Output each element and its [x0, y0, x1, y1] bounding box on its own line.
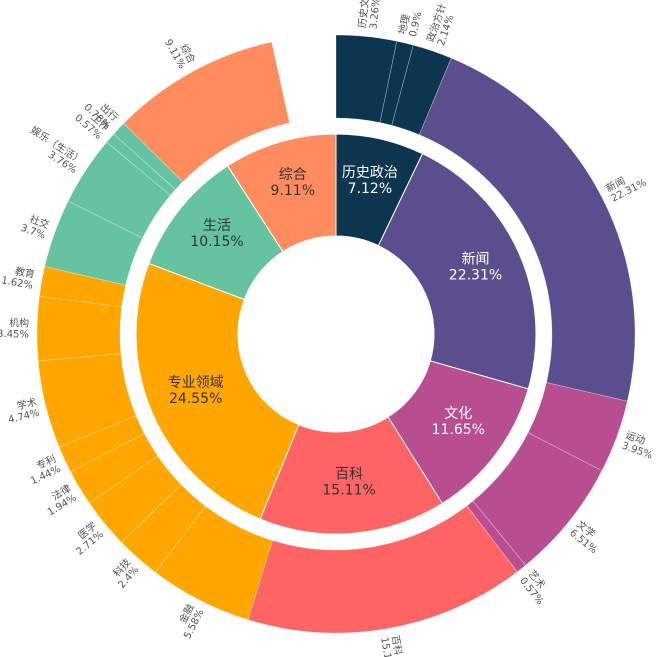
inner-slice-百科 — [259, 416, 444, 535]
inner-label-综合: 综合 9.11% — [271, 167, 315, 199]
outer-label-百科: 百科15.11% — [378, 634, 408, 657]
outer-label-运动: 运动3.95% — [620, 429, 658, 462]
inner-labels: 历史政治 7.12% 新闻 22.31% 文化 11.65% 百科 15.11% 专业领域 24.… — [168, 165, 502, 499]
outer-label-社交: 社交3.7% — [19, 211, 51, 242]
outer-label-医学: 医学2.71% — [66, 519, 106, 558]
inner-label-专业领域: 专业领域 24.55% — [168, 375, 224, 407]
outer-label-综合: 综合9.11% — [162, 31, 198, 70]
outer-label-新闻: 新闻22.31% — [604, 166, 649, 205]
outer-label-地理: 地理0.9% — [395, 8, 424, 38]
outer-label-学术: 学术4.74% — [4, 395, 41, 426]
inner-slice-专业领域 — [135, 262, 300, 520]
inner-slice-新闻 — [377, 153, 537, 390]
outer-slice-综合 — [123, 41, 290, 183]
outer-label-教育: 教育1.62% — [0, 262, 36, 291]
outer-label-艺术: 艺术0.57% — [517, 568, 555, 607]
inner-ring — [135, 133, 537, 535]
outer-label-机构: 机构3.45% — [0, 316, 29, 341]
inner-label-历史政治: 历史政治 7.12% — [342, 165, 398, 197]
outer-slice-新闻 — [418, 57, 636, 402]
outer-label-文学: 文学6.51% — [567, 518, 607, 557]
outer-label-历史文化: 历史文化3.26% — [355, 0, 383, 30]
outer-ring — [36, 34, 636, 634]
outer-slice-机构 — [36, 296, 123, 362]
outer-slice-学术 — [37, 353, 137, 448]
inner-label-文化: 文化 11.65% — [432, 406, 485, 438]
outer-label-金融: 金融5.58% — [171, 602, 207, 641]
outer-label-专利: 专利1.44% — [24, 452, 63, 487]
outer-label-法律: 法律1.94% — [39, 482, 79, 519]
outer-label-政治方针: 政治方针2.14% — [424, 2, 460, 48]
outer-slice-金融 — [154, 505, 273, 621]
inner-label-生活: 生活 10.15% — [190, 218, 243, 250]
outer-slice-百科 — [247, 505, 518, 634]
outer-label-娱乐-生活-: 娱乐（生活）3.76% — [22, 123, 85, 176]
inner-label-百科: 百科 15.11% — [322, 466, 375, 498]
outer-label-科技: 科技2.4% — [107, 556, 142, 591]
inner-slice-综合 — [226, 133, 337, 253]
inner-label-新闻: 新闻 22.31% — [449, 251, 502, 283]
